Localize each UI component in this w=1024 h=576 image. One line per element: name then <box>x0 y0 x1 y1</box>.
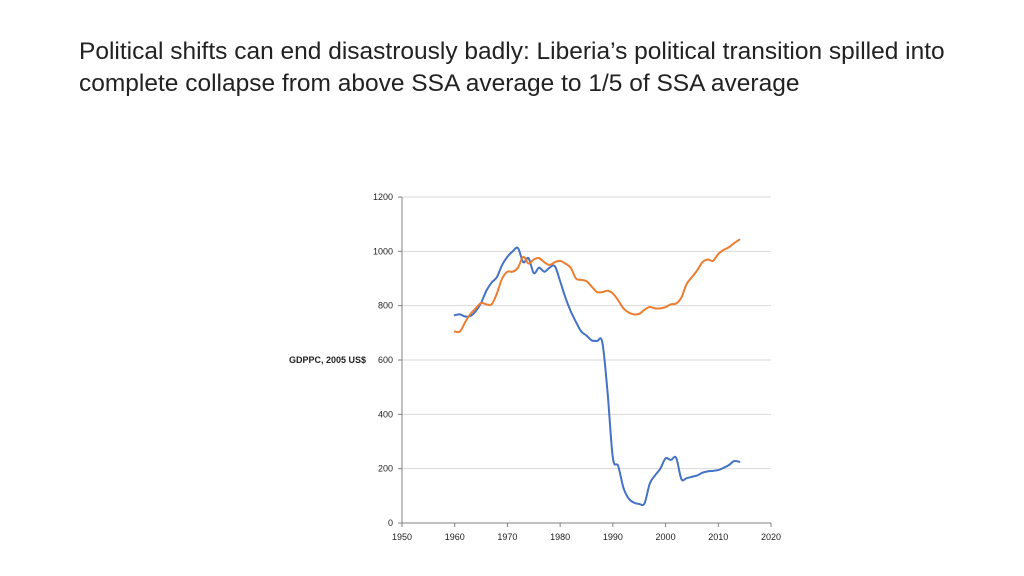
x-tick-labels: 1950 1960 1970 1980 1990 2000 2010 2020 <box>392 532 781 542</box>
x-tick-label: 2000 <box>656 532 676 542</box>
x-tick-label: 2010 <box>708 532 728 542</box>
series-line-liberia <box>453 246 741 507</box>
x-tick-label: 1970 <box>497 532 517 542</box>
y-tick-label: 0 <box>388 518 393 528</box>
y-tick-labels: 0 200 400 600 800 1000 1200 <box>373 192 393 528</box>
x-tick-label: 1960 <box>445 532 465 542</box>
x-tick-label: 2020 <box>761 532 781 542</box>
x-tick-label: 1980 <box>550 532 570 542</box>
y-tick-label: 200 <box>378 464 393 474</box>
series-lines <box>453 238 741 507</box>
x-tick-label: 1990 <box>603 532 623 542</box>
y-tick-label: 1200 <box>373 192 393 202</box>
y-tick-label: 800 <box>378 301 393 311</box>
axes <box>398 196 772 527</box>
y-axis-title: GDPPC, 2005 US$ <box>289 355 366 365</box>
y-tick-label: 1000 <box>373 246 393 256</box>
y-tick-label: 600 <box>378 355 393 365</box>
slide-title: Political shifts can end disastrously ba… <box>79 38 945 97</box>
x-tick-label: 1950 <box>392 532 412 542</box>
series-line-ssa <box>453 238 741 334</box>
y-tick-label: 400 <box>378 409 393 419</box>
gridlines <box>402 196 771 470</box>
